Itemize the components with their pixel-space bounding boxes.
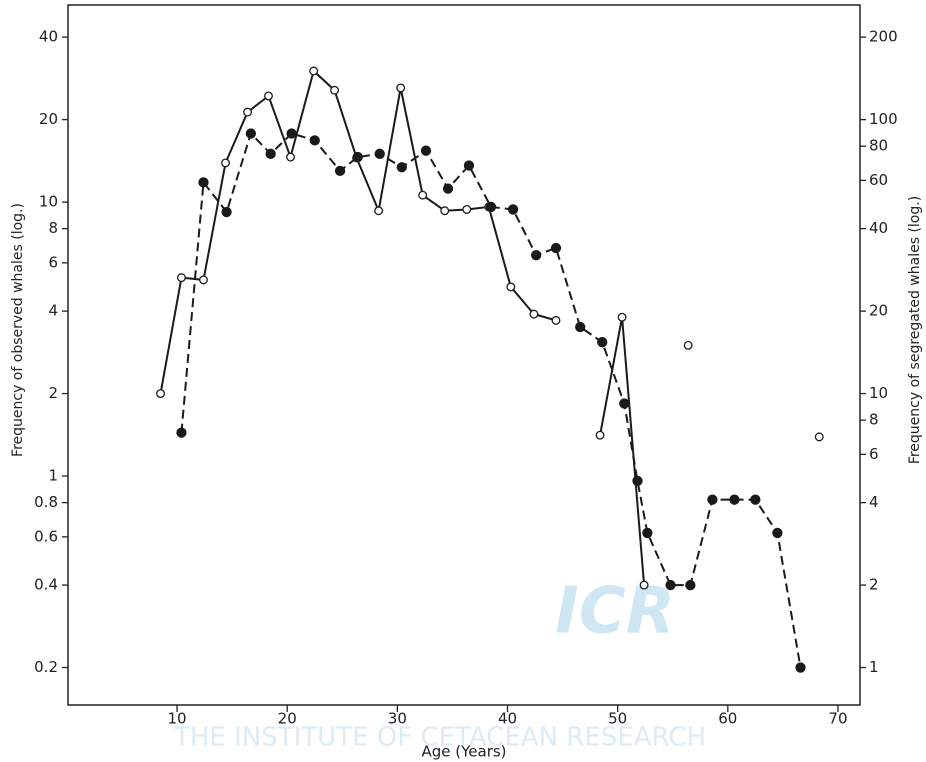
y-tick-label: 10 — [39, 193, 58, 211]
data-point — [815, 433, 823, 441]
data-point — [643, 528, 652, 537]
data-point — [796, 663, 805, 672]
y2-tick-label: 4 — [869, 493, 879, 511]
data-point — [633, 476, 642, 485]
watermark: ICR — [555, 575, 675, 649]
series-line — [161, 71, 820, 585]
y2-tick-label: 80 — [869, 137, 888, 155]
data-point — [178, 274, 186, 282]
data-point — [576, 322, 585, 331]
data-point — [331, 86, 339, 94]
data-point — [199, 178, 208, 187]
y-axis-label: Frequency of observed whales (log.) — [10, 203, 26, 457]
data-point — [310, 136, 319, 145]
data-point — [397, 163, 406, 172]
data-point — [464, 161, 473, 170]
y2-tick-label: 1 — [869, 658, 879, 676]
data-point — [397, 84, 405, 92]
y2-tick-label: 40 — [869, 219, 888, 237]
data-point — [751, 495, 760, 504]
x-tick-label: 30 — [388, 710, 407, 728]
data-point — [287, 153, 295, 161]
data-point — [246, 129, 255, 138]
y2-tick-label: 6 — [869, 445, 879, 463]
data-point — [486, 202, 495, 211]
x-tick-label: 70 — [828, 710, 847, 728]
y2-axis-label: Frequency of segregated whales (log.) — [907, 196, 923, 464]
data-point — [375, 207, 383, 215]
x-tick-label: 50 — [608, 710, 627, 728]
data-point — [375, 149, 384, 158]
data-point — [708, 495, 717, 504]
data-point — [640, 581, 648, 589]
data-point — [530, 310, 538, 318]
y2-tick-label: 20 — [869, 302, 888, 320]
data-point — [596, 431, 604, 439]
y-tick-label: 0.8 — [34, 493, 58, 511]
x-tick-label: 60 — [718, 710, 737, 728]
data-point — [532, 251, 541, 260]
data-point — [421, 146, 430, 155]
y2-tick-label: 10 — [869, 384, 888, 402]
plot-frame — [68, 5, 860, 705]
x-tick-label: 10 — [168, 710, 187, 728]
data-point — [509, 205, 518, 214]
data-point — [666, 581, 675, 590]
data-point — [177, 428, 186, 437]
data-point — [598, 338, 607, 347]
data-point — [200, 276, 208, 284]
x-axis-label: Age (Years) — [421, 743, 506, 761]
data-point — [336, 166, 345, 175]
y-tick-label: 8 — [48, 219, 58, 237]
y-tick-label: 0.6 — [34, 527, 58, 545]
data-point — [222, 159, 230, 167]
y-tick-label: 1 — [48, 467, 58, 485]
data-point — [463, 206, 471, 214]
data-point — [686, 581, 695, 590]
y2-tick-label: 8 — [869, 411, 879, 429]
y2-tick-label: 2 — [869, 576, 879, 594]
data-point — [244, 108, 252, 116]
data-point — [620, 399, 629, 408]
data-point — [444, 184, 453, 193]
y-tick-label: 6 — [48, 253, 58, 271]
data-point — [551, 243, 560, 252]
data-point — [265, 92, 273, 100]
data-point — [310, 67, 318, 75]
data-point — [773, 528, 782, 537]
data-point — [618, 313, 626, 321]
y-tick-label: 20 — [39, 110, 58, 128]
y-tick-label: 2 — [48, 384, 58, 402]
chart: ICR THE INSTITUTE OF CETACEAN RESEARCH A… — [0, 0, 926, 762]
data-point — [507, 283, 515, 291]
data-point — [353, 153, 362, 162]
data-point — [222, 207, 231, 216]
y2-tick-label: 100 — [869, 110, 898, 128]
data-point — [419, 191, 427, 199]
y2-tick-label: 60 — [869, 171, 888, 189]
data-point — [266, 149, 275, 158]
y-tick-label: 0.2 — [34, 658, 58, 676]
data-point — [552, 317, 560, 325]
y-tick-label: 0.4 — [34, 576, 58, 594]
data-point — [730, 495, 739, 504]
data-point — [441, 207, 449, 215]
x-tick-label: 20 — [278, 710, 297, 728]
y-tick-label: 4 — [48, 302, 58, 320]
data-point — [157, 390, 165, 398]
data-point — [287, 129, 296, 138]
y-tick-label: 40 — [39, 28, 58, 46]
x-tick-label: 40 — [498, 710, 517, 728]
y2-tick-label: 200 — [869, 28, 898, 46]
data-point — [684, 342, 692, 350]
